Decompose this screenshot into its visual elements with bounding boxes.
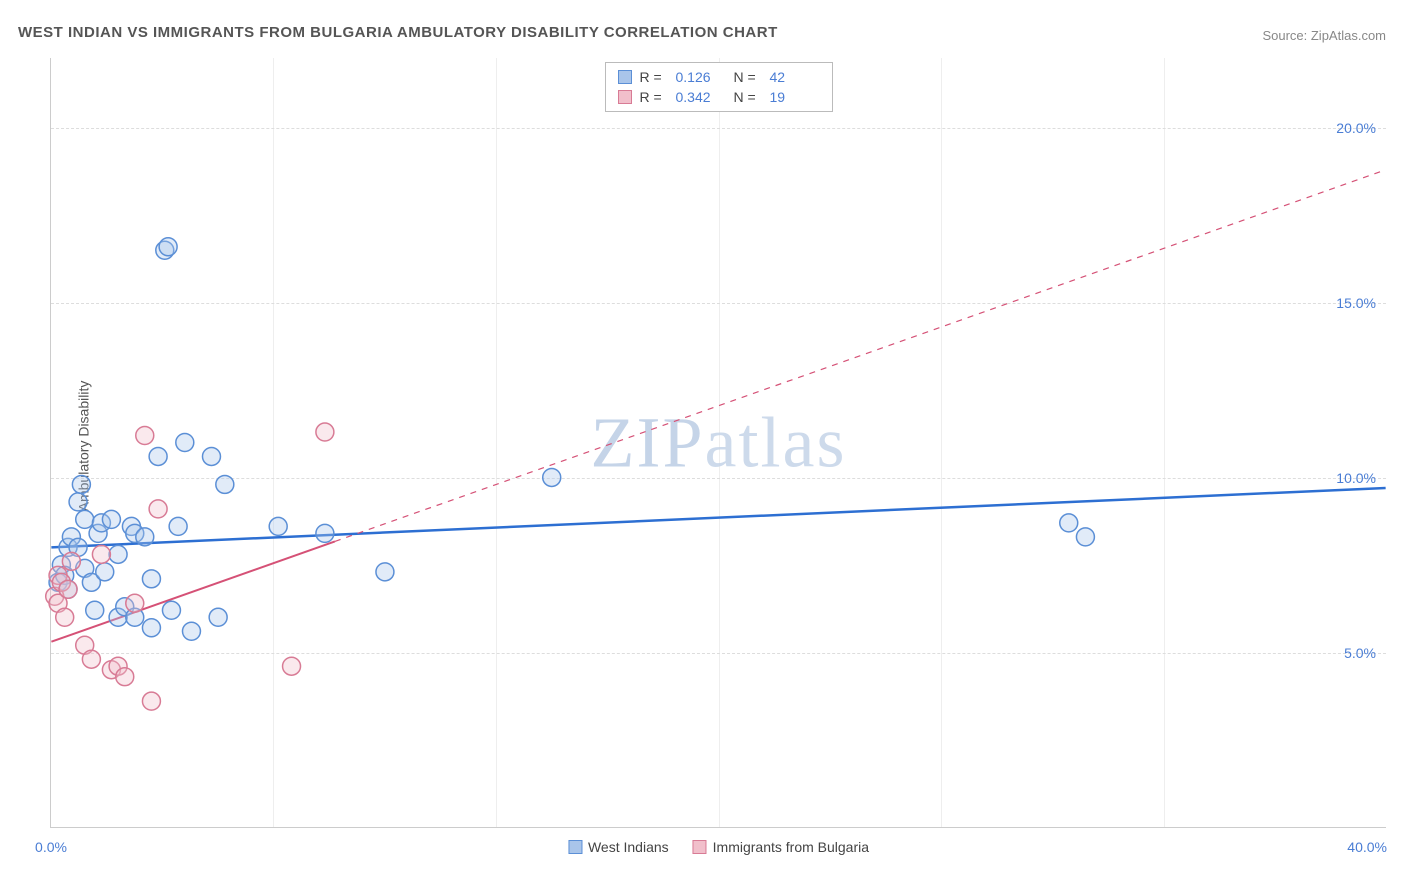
source-label: Source: ZipAtlas.com	[1262, 28, 1386, 43]
scatter-svg	[51, 58, 1386, 827]
r-label: R =	[640, 69, 668, 85]
n-label: N =	[734, 89, 762, 105]
legend-swatch-icon	[618, 70, 632, 84]
legend-item: West Indians	[568, 839, 669, 855]
legend-row: R = 0.342 N = 19	[618, 87, 820, 107]
legend-item: Immigrants from Bulgaria	[693, 839, 869, 855]
legend-swatch-icon	[618, 90, 632, 104]
plot-area: ZIPatlas R = 0.126 N = 42 R = 0.342 N = …	[50, 58, 1386, 828]
r-value: 0.342	[676, 89, 726, 105]
x-tick-label: 40.0%	[1347, 839, 1387, 855]
legend-correlation: R = 0.126 N = 42 R = 0.342 N = 19	[605, 62, 833, 112]
y-tick-label: 20.0%	[1336, 120, 1376, 136]
legend-row: R = 0.126 N = 42	[618, 67, 820, 87]
n-value: 19	[770, 89, 820, 105]
y-tick-label: 10.0%	[1336, 470, 1376, 486]
y-tick-label: 15.0%	[1336, 295, 1376, 311]
x-tick-label: 0.0%	[35, 839, 67, 855]
legend-series: West Indians Immigrants from Bulgaria	[568, 839, 869, 855]
r-label: R =	[640, 89, 668, 105]
legend-label: West Indians	[588, 839, 669, 855]
r-value: 0.126	[676, 69, 726, 85]
y-tick-label: 5.0%	[1344, 645, 1376, 661]
legend-swatch-icon	[693, 840, 707, 854]
n-value: 42	[770, 69, 820, 85]
chart-title: WEST INDIAN VS IMMIGRANTS FROM BULGARIA …	[18, 24, 778, 41]
legend-label: Immigrants from Bulgaria	[713, 839, 869, 855]
legend-swatch-icon	[568, 840, 582, 854]
n-label: N =	[734, 69, 762, 85]
